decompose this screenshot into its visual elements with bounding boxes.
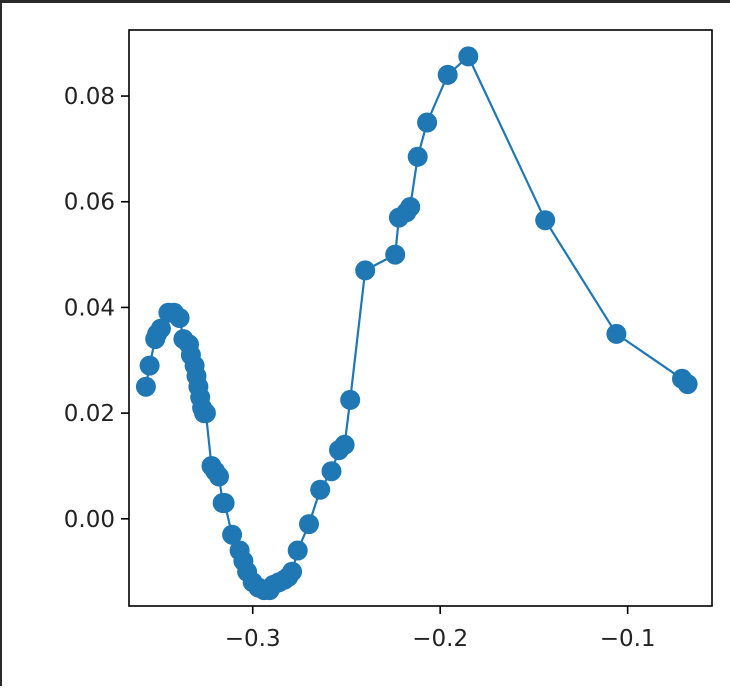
line-chart: −0.3 −0.2 −0.1 0.00 0.02 0.04 0.06 0.08 bbox=[64, 29, 713, 652]
data-point bbox=[437, 64, 458, 85]
data-point bbox=[535, 210, 556, 231]
series-layer bbox=[135, 46, 698, 601]
tick-layer: −0.3 −0.2 −0.1 0.00 0.02 0.04 0.06 0.08 bbox=[64, 84, 656, 652]
data-point bbox=[340, 389, 361, 410]
x-tick-label: −0.3 bbox=[225, 626, 281, 652]
data-point bbox=[195, 403, 216, 424]
data-point bbox=[222, 524, 243, 545]
data-point bbox=[677, 374, 698, 395]
y-tick-label: 0.04 bbox=[64, 295, 115, 321]
data-point bbox=[310, 479, 331, 500]
data-point bbox=[417, 112, 438, 133]
data-point bbox=[287, 540, 308, 561]
data-point bbox=[355, 260, 376, 281]
x-tick-label: −0.1 bbox=[600, 626, 656, 652]
data-point bbox=[400, 197, 421, 217]
data-point bbox=[150, 318, 171, 339]
data-point bbox=[606, 323, 627, 344]
data-point bbox=[214, 493, 235, 513]
data-point bbox=[135, 376, 156, 397]
y-tick-label: 0.06 bbox=[64, 190, 115, 216]
y-tick-label: 0.00 bbox=[64, 507, 115, 533]
data-point bbox=[407, 146, 428, 167]
data-point bbox=[334, 434, 355, 455]
data-point bbox=[458, 46, 479, 67]
axes-box bbox=[128, 29, 713, 607]
data-point bbox=[139, 355, 160, 376]
data-point bbox=[169, 308, 190, 328]
data-point bbox=[282, 561, 303, 582]
y-tick-label: 0.02 bbox=[64, 401, 115, 427]
x-tick-label: −0.2 bbox=[412, 626, 468, 652]
y-tick-label: 0.08 bbox=[64, 84, 115, 110]
data-point bbox=[299, 514, 319, 535]
data-point bbox=[209, 466, 229, 487]
data-point bbox=[385, 244, 406, 265]
data-point bbox=[321, 461, 342, 482]
